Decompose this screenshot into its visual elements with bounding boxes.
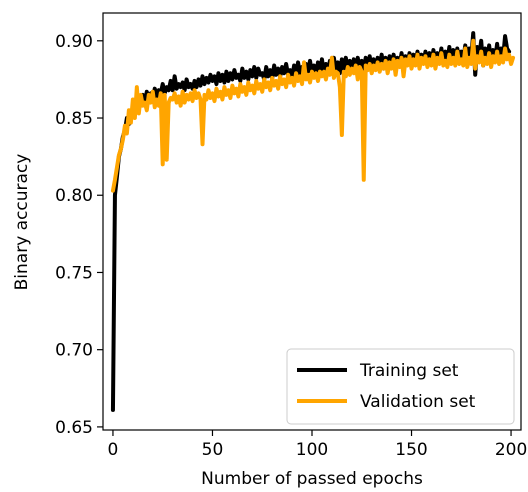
series-line-validation bbox=[110, 38, 516, 193]
legend-label-validation: Validation set bbox=[360, 392, 476, 412]
legend: Training set Validation set bbox=[286, 348, 515, 425]
legend-label-training: Training set bbox=[359, 361, 459, 381]
y-axis: 0.65 0.70 0.75 0.80 0.85 0.90 bbox=[55, 32, 103, 438]
x-tick-label: 50 bbox=[202, 440, 224, 460]
x-tick-label: 100 bbox=[296, 440, 328, 460]
x-tick-label: 150 bbox=[395, 440, 427, 460]
x-tick-label: 200 bbox=[495, 440, 527, 460]
legend-box bbox=[286, 348, 515, 425]
y-tick-label: 0.70 bbox=[55, 341, 93, 361]
y-axis-label: Binary accuracy bbox=[12, 154, 32, 291]
x-axis-label: Number of passed epochs bbox=[201, 469, 423, 489]
x-axis: 0 50 100 150 200 bbox=[108, 430, 527, 460]
y-tick-label: 0.75 bbox=[55, 263, 93, 283]
y-tick-label: 0.90 bbox=[55, 32, 93, 52]
y-tick-label: 0.85 bbox=[55, 109, 93, 129]
x-tick-label: 0 bbox=[108, 440, 119, 460]
y-tick-label: 0.65 bbox=[55, 418, 93, 438]
y-tick-label: 0.80 bbox=[55, 186, 93, 206]
series-lines bbox=[110, 31, 516, 412]
